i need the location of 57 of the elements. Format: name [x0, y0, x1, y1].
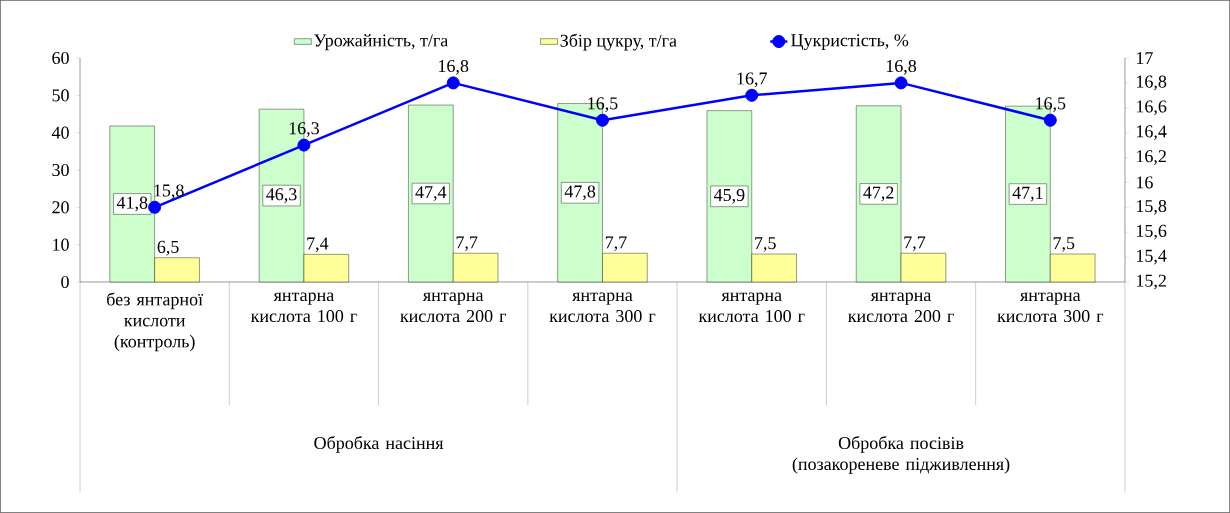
y-tick-label: 50: [52, 89, 69, 102]
y2-tick-label: 16,8: [1136, 75, 1167, 91]
y-tick-label: 40: [51, 126, 69, 139]
point: [745, 88, 759, 102]
data-label: 7,7: [605, 236, 627, 252]
y-tick-label: 0: [61, 275, 69, 289]
text: Обробка посівів (позакореневе підживлення): [792, 436, 1010, 474]
data-label: 16,8: [439, 59, 469, 75]
data-label: 16,8: [886, 59, 917, 75]
data-label: 16,3: [289, 122, 319, 137]
y2-tick-label: 15,6: [1136, 224, 1167, 240]
y-tick-label: 20: [52, 201, 69, 214]
legend-label: Цукристість, %: [791, 34, 909, 51]
point: [894, 76, 908, 90]
legend-label: Збір цукру, т/га: [560, 33, 677, 51]
data-label: 45,9: [713, 188, 745, 204]
data-label: 7,5: [755, 237, 776, 252]
data-label: 46,3: [266, 188, 297, 203]
data-label: 47,2: [863, 186, 894, 202]
y2-tick-label: 16,6: [1136, 100, 1167, 116]
y2-tick-label: 16: [1136, 176, 1153, 189]
point: [595, 113, 609, 127]
x-tick-label: янтарна кислота 200 г: [400, 292, 507, 323]
data-label: 47,1: [1012, 186, 1043, 202]
y2-tick-label: 16,4: [1136, 125, 1167, 141]
x-tick-label: янтарна кислота 100 г: [250, 292, 357, 323]
x-tick-label: янтарна кислота 200 г: [848, 292, 954, 323]
y2-tick-label: 15,4: [1136, 249, 1167, 265]
point: [148, 200, 162, 214]
data-label: 16,5: [1036, 97, 1066, 113]
x-tick-label: без янтарної кислоти (контроль): [107, 292, 204, 352]
point: [1043, 113, 1057, 127]
data-label: 16,5: [588, 97, 618, 113]
data-label: 6,5: [157, 240, 179, 256]
x-tick-label: янтарна кислота 300 г: [997, 292, 1104, 323]
data-label: 47,4: [415, 186, 447, 201]
data-label: 16,7: [737, 72, 767, 88]
x-tick-label: янтарна кислота 300 г: [549, 292, 656, 323]
data-label: 7,5: [1053, 237, 1075, 252]
x-tick-label: янтарна кислота 100 г: [698, 292, 805, 323]
text: Обробка насіння: [314, 436, 444, 453]
legend-label: Урожайність, т/га: [314, 34, 449, 51]
point: [297, 138, 311, 152]
y-tick-label: 60: [52, 51, 69, 65]
data-label: 15,8: [154, 184, 184, 200]
data-label: 41,8: [116, 196, 148, 212]
y2-tick-label: 15,8: [1136, 199, 1167, 215]
y2-tick-label: 16,2: [1136, 150, 1166, 165]
y-tick-label: 10: [53, 238, 69, 251]
data-label: 7,7: [904, 236, 926, 252]
y2-tick-label: 15,2: [1136, 274, 1166, 290]
data-label: 7,7: [456, 236, 478, 252]
data-label: 47,8: [564, 185, 596, 201]
data-label: 7,4: [307, 237, 329, 253]
y2-tick-label: 17: [1136, 52, 1153, 64]
point: [446, 76, 460, 90]
y-tick-label: 30: [52, 163, 69, 177]
